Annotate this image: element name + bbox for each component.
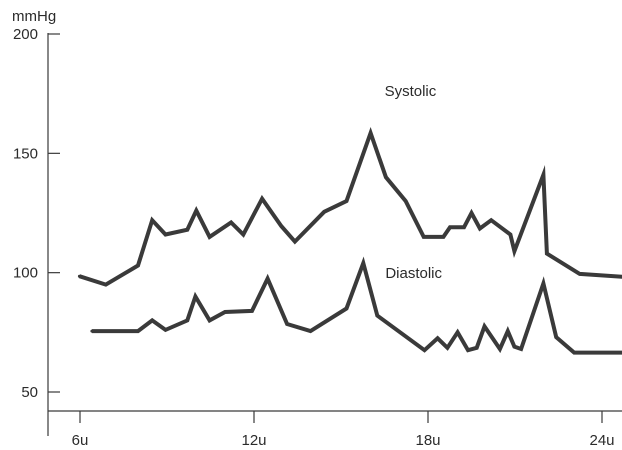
x-tick-label: 6u [72,432,89,449]
data-point-diastolic [90,329,94,333]
data-point-diastolic [223,310,227,314]
data-point-diastolic [506,329,510,333]
data-point-systolic [293,240,297,244]
series-line-systolic [78,126,622,287]
data-point-diastolic [466,348,470,352]
series-label-systolic: Systolic [385,83,437,100]
data-point-diastolic [361,261,365,265]
data-point-diastolic [266,277,270,281]
data-point-diastolic [456,330,460,334]
data-point-diastolic [512,345,516,349]
data-point-systolic [441,235,445,239]
data-point-systolic [241,233,245,236]
data-point-systolic [104,283,108,287]
data-point-systolic [279,224,283,228]
data-point-diastolic [250,309,254,313]
data-point-systolic [404,199,408,203]
y-tick-label: 150 [13,145,38,162]
data-point-systolic [384,175,388,179]
x-axis-ticks: 6u 12u 18u 24u [72,411,615,449]
data-point-systolic [512,249,516,253]
data-point-systolic [470,211,473,215]
data-point-diastolic [554,335,558,339]
x-tick-label: 18u [415,432,440,449]
data-point-systolic [545,252,549,256]
data-point-diastolic [572,351,576,355]
data-point-diastolic [309,329,312,333]
y-tick-label: 100 [13,265,38,282]
data-point-systolic [229,221,233,224]
data-point-diastolic [445,346,449,350]
data-point-diastolic [193,295,197,298]
data-point-systolic [489,218,493,222]
data-point-systolic [208,235,212,239]
data-point-diastolic [483,324,486,328]
x-tick-label: 12u [241,432,266,449]
series-label-diastolic: Diastolic [385,265,442,282]
data-point-diastolic [185,318,189,322]
data-point-systolic [541,173,545,177]
axes: mmHg [12,8,622,436]
data-point-systolic [77,274,81,278]
y-tick-label: 50 [21,384,38,401]
data-point-diastolic [150,318,154,322]
data-point-systolic [462,225,466,229]
data-point-systolic [578,272,582,276]
data-point-diastolic [436,336,440,340]
y-axis-ticks: 50 100 150 200 [13,26,60,401]
x-tick-label: 24u [589,432,614,449]
data-point-systolic [478,227,482,230]
data-point-diastolic [375,314,379,318]
data-point-systolic [260,197,264,201]
y-axis-unit-label: mmHg [12,8,56,25]
series-lines [77,126,622,355]
series-labels: Systolic Diastolic [385,83,443,282]
data-point-systolic [136,264,140,267]
data-point-systolic [369,131,373,135]
data-point-diastolic [423,348,426,352]
y-tick-label: 200 [13,26,38,43]
data-point-diastolic [541,281,545,285]
data-point-diastolic [498,347,502,351]
data-point-systolic [448,225,452,229]
data-point-diastolic [345,307,348,310]
data-point-systolic [345,199,348,203]
series-line-diastolic [91,256,622,355]
data-point-diastolic [164,328,167,332]
data-point-systolic [322,210,326,214]
data-point-systolic [508,233,512,236]
data-point-systolic [422,235,426,239]
data-point-diastolic [519,347,523,351]
data-point-diastolic [285,322,289,326]
data-point-systolic [164,233,167,236]
data-point-diastolic [475,346,479,350]
data-point-diastolic [136,329,140,333]
data-point-diastolic [208,318,212,322]
data-point-systolic [185,228,189,232]
data-point-systolic [194,209,198,213]
data-point-systolic [150,218,154,222]
